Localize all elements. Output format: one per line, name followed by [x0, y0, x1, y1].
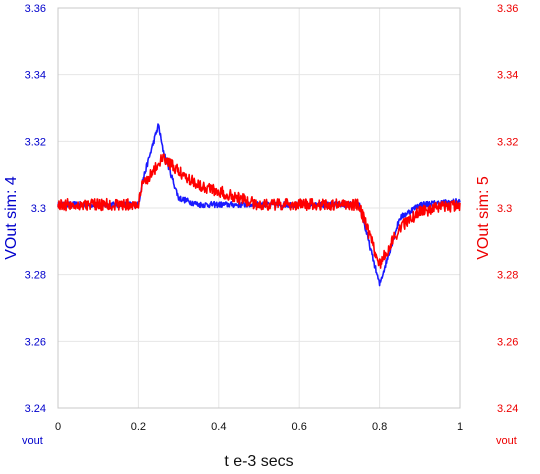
left-y-tick-label: 3.24: [25, 403, 46, 415]
x-tick-label: 1: [457, 421, 463, 433]
right-y-unit-label: vout: [496, 435, 517, 447]
right-y-axis-ticks: 3.24 3.26 3.28 3.3 3.32 3.34 3.36: [497, 3, 518, 415]
right-y-tick-label: 3.32: [497, 136, 518, 148]
series-layer: [57, 123, 461, 287]
left-y-tick-label: 3.3: [31, 203, 46, 215]
x-tick-label: 0.4: [211, 421, 226, 433]
right-y-tick-label: 3.26: [497, 336, 518, 348]
right-y-axis-label: VOut sim: 5: [475, 176, 492, 260]
left-y-unit-label: vout: [22, 435, 43, 447]
right-y-tick-label: 3.3: [497, 203, 512, 215]
x-tick-label: 0.8: [372, 421, 387, 433]
x-tick-label: 0.2: [131, 421, 146, 433]
left-y-tick-label: 3.28: [25, 270, 46, 282]
left-y-tick-label: 3.32: [25, 136, 46, 148]
right-y-tick-label: 3.28: [497, 270, 518, 282]
x-axis-ticks: 0 0.2 0.4 0.6 0.8 1: [55, 421, 463, 433]
x-tick-label: 0: [55, 421, 61, 433]
x-axis-label: t e-3 secs: [224, 453, 293, 470]
series-line-sim-5: [57, 153, 461, 269]
left-y-axis-ticks: 3.24 3.26 3.28 3.3 3.32 3.34 3.36: [25, 3, 46, 415]
left-y-axis-label: VOut sim: 4: [3, 176, 20, 260]
left-y-tick-label: 3.26: [25, 336, 46, 348]
right-y-tick-label: 3.36: [497, 3, 518, 15]
left-y-tick-label: 3.36: [25, 3, 46, 15]
left-y-tick-label: 3.34: [25, 70, 46, 82]
right-y-tick-label: 3.34: [497, 70, 518, 82]
x-tick-label: 0.6: [292, 421, 307, 433]
right-y-tick-label: 3.24: [497, 403, 518, 415]
